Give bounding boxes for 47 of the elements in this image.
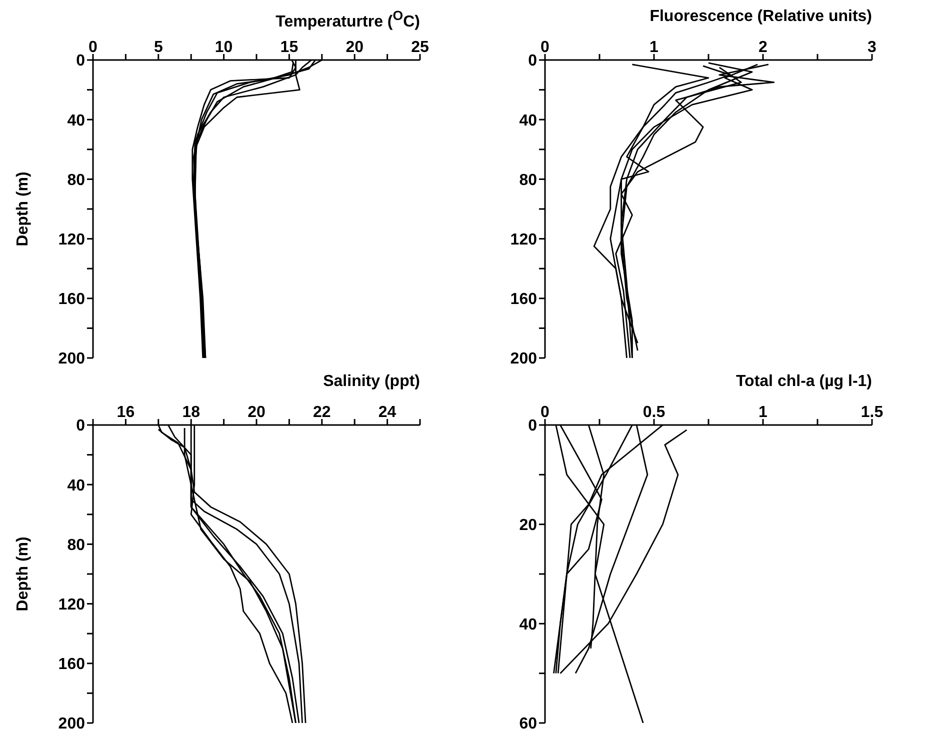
x-tick-label: 1.5 [860, 404, 884, 421]
y-tick-label: 160 [510, 291, 538, 308]
y-tick-label: 40 [519, 616, 538, 634]
x-tick-label: 0 [540, 39, 550, 56]
y-axis-title: Depth (m) [14, 536, 32, 612]
y-tick-label: 80 [67, 172, 86, 189]
y-tick-label: 160 [58, 656, 86, 674]
y-tick-label: 0 [76, 52, 86, 70]
x-tick-label: 20 [346, 39, 364, 56]
x-tick-label: 15 [280, 39, 298, 56]
x-axis-title: Temperaturtre ($^{O}$C) [276, 8, 420, 32]
y-axis-title: Depth (m) [14, 172, 32, 246]
y-tick-label: 0 [528, 52, 538, 70]
y-tick-label: 40 [519, 112, 538, 130]
x-tick-label: 16 [116, 404, 135, 421]
x-axis-title: Salinity (ppt) [323, 373, 420, 391]
y-tick-label: 20 [519, 517, 538, 534]
x-tick-label: 22 [313, 404, 331, 421]
y-tick-label: 120 [58, 231, 86, 248]
y-tick-label: 200 [58, 350, 86, 368]
y-tick-label: 80 [519, 172, 538, 189]
x-tick-label: 25 [411, 39, 429, 56]
x-tick-label: 0 [540, 404, 550, 421]
x-axis-title: Total chl-a (µg l-1) [736, 373, 872, 391]
x-tick-label: 1 [650, 39, 659, 56]
y-tick-label: 200 [58, 716, 86, 733]
x-tick-label: 0 [88, 39, 98, 56]
y-tick-label: 200 [510, 350, 538, 368]
y-tick-label: 40 [67, 112, 86, 130]
x-tick-label: 2 [758, 39, 768, 56]
x-tick-label: 24 [378, 404, 396, 421]
y-tick-label: 0 [528, 418, 538, 435]
x-tick-label: 5 [154, 39, 163, 56]
x-tick-label: 1 [758, 404, 768, 421]
y-tick-label: 0 [76, 418, 86, 435]
x-tick-label: 18 [182, 404, 200, 421]
x-tick-label: 3 [868, 39, 877, 56]
y-tick-label: 80 [67, 536, 86, 554]
y-tick-label: 60 [519, 716, 538, 733]
y-tick-label: 120 [58, 596, 86, 614]
x-axis-title: Fluorescence (Relative units) [650, 8, 872, 26]
x-tick-label: 10 [214, 39, 233, 56]
y-tick-label: 40 [67, 477, 86, 494]
y-tick-label: 120 [510, 231, 538, 248]
x-tick-label: 0.5 [642, 404, 666, 421]
x-tick-label: 20 [248, 404, 266, 421]
y-tick-label: 160 [58, 291, 86, 308]
